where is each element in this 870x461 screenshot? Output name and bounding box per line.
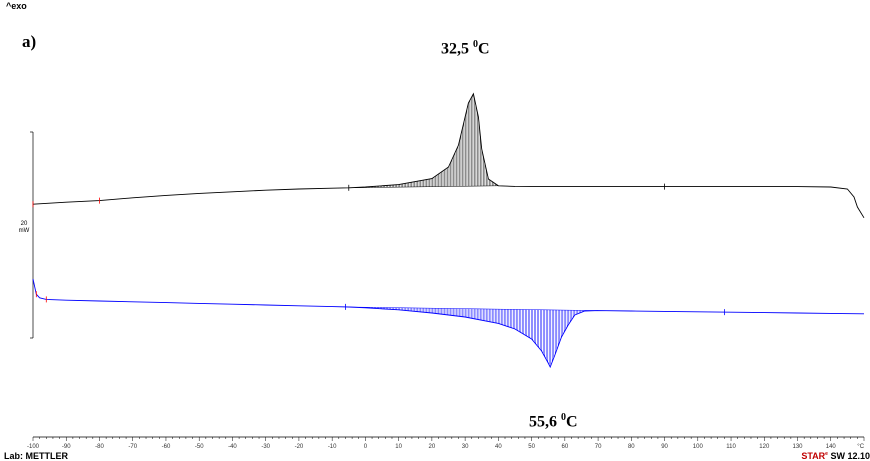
- x-tick-label: 20: [429, 444, 436, 450]
- integration-baseline-cooling: [348, 306, 599, 311]
- x-tick-label: 100: [693, 444, 704, 450]
- x-tick-label: 120: [759, 444, 770, 450]
- lab-label: Lab: METTLER: [4, 451, 68, 461]
- scale-bar-unit: mW: [18, 228, 30, 234]
- scale-bar-value: 20: [20, 221, 28, 227]
- software-brand: STARe: [801, 451, 828, 461]
- peak-value-heating: 32,5: [441, 40, 469, 58]
- x-tick-label: 0: [364, 444, 368, 450]
- x-tick-label: 110: [726, 444, 736, 450]
- curve-cooling: [32, 278, 865, 369]
- x-tick-label: 40: [495, 444, 502, 450]
- x-tick-label: -80: [95, 444, 104, 450]
- x-tick-label: -10: [328, 444, 337, 450]
- x-tick-label: -60: [162, 444, 171, 450]
- x-tick-label: -70: [128, 444, 137, 450]
- peak-degree-cooling: 0: [561, 412, 566, 423]
- peak-unit-cooling: C: [566, 413, 578, 431]
- x-tick-label: 70: [595, 444, 602, 450]
- x-tick-label: -100: [27, 444, 40, 450]
- panel-label: a): [22, 32, 37, 51]
- x-tick-label: 60: [561, 444, 568, 450]
- peak-label-cooling: 55,6 0C: [529, 412, 578, 431]
- x-tick-label: 50: [528, 444, 535, 450]
- x-tick-label: 10: [395, 444, 402, 450]
- integration-baseline-heating: [348, 185, 499, 189]
- peak-label-heating: 32,5 0C: [441, 39, 490, 58]
- x-tick-label: 90: [661, 444, 668, 450]
- exo-label: ^exo: [6, 1, 27, 11]
- brand-mark: e: [825, 451, 828, 457]
- x-tick-label: -40: [228, 444, 237, 450]
- peak-value-cooling: 55,6: [529, 413, 557, 431]
- curve-heating: [32, 92, 865, 219]
- x-tick-label: -30: [261, 444, 270, 450]
- software-version-number: SW 12.10: [830, 451, 870, 461]
- x-tick-label: 140: [826, 444, 837, 450]
- x-tick-label: -90: [62, 444, 71, 450]
- x-tick-label: -50: [195, 444, 204, 450]
- peak-unit-heating: C: [478, 40, 490, 58]
- scale-bar-label: 20 mW: [14, 221, 34, 235]
- x-tick-label: 30: [462, 444, 469, 450]
- x-axis-unit: °C: [857, 444, 864, 450]
- x-tick-label: 80: [628, 444, 635, 450]
- x-tick-label: 130: [793, 444, 804, 450]
- peak-degree-heating: 0: [473, 39, 478, 50]
- software-version: STARe SW 12.10: [801, 451, 870, 461]
- x-tick-label: -20: [295, 444, 304, 450]
